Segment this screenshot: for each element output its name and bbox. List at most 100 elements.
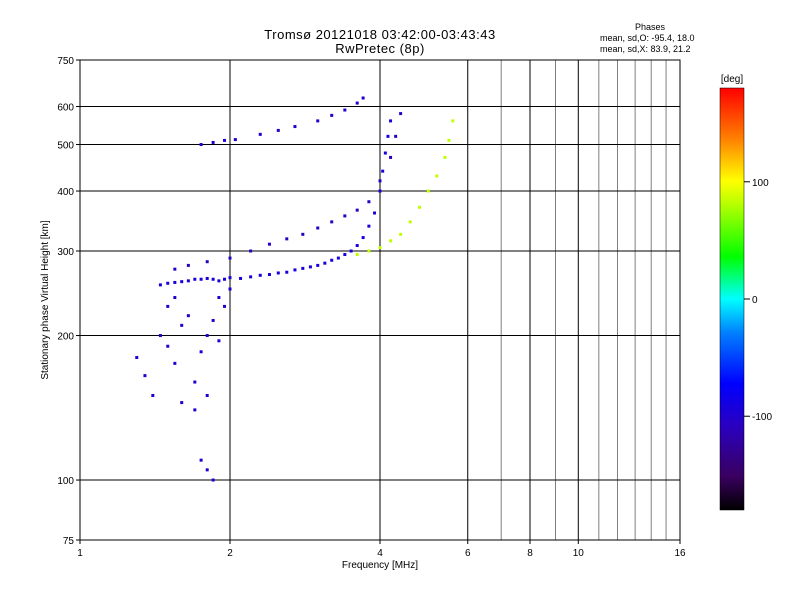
y-tick-label: 75 <box>63 536 75 547</box>
echo-point <box>383 151 387 155</box>
echo-point <box>367 249 371 253</box>
echo-point <box>158 334 162 338</box>
echo-point <box>205 468 209 472</box>
x-tick-label: 6 <box>465 548 471 559</box>
x-tick-label: 8 <box>527 548 533 559</box>
echo-point <box>173 361 177 365</box>
echo-point <box>443 155 447 159</box>
echo-point <box>211 140 215 144</box>
echo-point <box>205 260 209 264</box>
colorbar-tick-label: -100 <box>752 412 772 423</box>
echo-point <box>336 256 340 260</box>
chart-title: Tromsø 20121018 03:42:00-03:43:43 <box>264 27 496 42</box>
echo-point <box>143 374 147 378</box>
echo-point <box>285 237 289 241</box>
chart-subtitle: RwPretec (8p) <box>335 41 425 56</box>
echo-point <box>211 277 215 281</box>
echo-point <box>199 143 203 147</box>
colorbar-label: [deg] <box>721 74 743 85</box>
echo-point <box>285 270 289 274</box>
echo-point <box>378 189 382 193</box>
echo-point <box>451 119 455 123</box>
echo-point <box>193 408 197 412</box>
echo-point <box>367 200 371 204</box>
echo-point <box>180 323 184 327</box>
phases-o-stats: mean, sd,O: -95.4, 18.0 <box>600 33 695 43</box>
echo-point <box>381 169 385 173</box>
echo-point <box>399 232 403 236</box>
echo-point <box>186 314 190 318</box>
echo-point <box>205 276 209 280</box>
y-axis-ticks: 75 100 200 300 400 500 600 750 <box>57 56 80 547</box>
phases-legend: Phases mean, sd,O: -95.4, 18.0 mean, sd,… <box>600 22 700 55</box>
echo-point <box>223 138 227 142</box>
echo-point <box>217 279 221 283</box>
echo-point <box>173 267 177 271</box>
echo-point <box>316 263 320 267</box>
echo-point <box>435 174 439 178</box>
echo-point <box>258 132 262 136</box>
echo-point <box>166 344 170 348</box>
y-tick-label: 200 <box>57 332 74 343</box>
echo-point <box>228 276 232 280</box>
colorbar-tick-label: 0 <box>752 295 758 306</box>
echo-point <box>355 101 359 105</box>
echo-point <box>180 280 184 284</box>
echo-point <box>199 277 203 281</box>
echo-point <box>349 249 353 253</box>
y-axis-label: Stationary phase Virtual Height [km] <box>40 220 51 380</box>
echo-point <box>389 155 393 159</box>
echo-point <box>267 273 271 277</box>
echo-points <box>135 96 455 482</box>
echo-point <box>217 296 221 300</box>
echo-point <box>166 304 170 308</box>
phases-heading: Phases <box>634 22 666 32</box>
echo-point <box>199 458 203 462</box>
echo-point <box>361 236 365 240</box>
echo-point <box>378 246 382 250</box>
y-tick-label: 600 <box>57 103 74 114</box>
echo-point <box>343 253 347 257</box>
echo-point <box>389 119 393 123</box>
echo-point <box>330 258 334 262</box>
echo-point <box>276 271 280 275</box>
phases-x-stats: mean, sd,X: 83.9, 21.2 <box>600 44 691 54</box>
echo-point <box>223 304 227 308</box>
y-tick-label: 100 <box>57 476 74 487</box>
y-tick-label: 750 <box>57 56 74 67</box>
echo-point <box>316 226 320 230</box>
echo-point <box>355 208 359 212</box>
x-tick-label: 1 <box>77 548 83 559</box>
echo-point <box>173 280 177 284</box>
echo-point <box>249 275 253 279</box>
echo-point <box>293 268 297 272</box>
echo-point <box>447 138 451 142</box>
echo-point <box>378 179 382 183</box>
echo-point <box>323 261 327 265</box>
echo-point <box>233 138 237 142</box>
echo-point <box>343 108 347 112</box>
y-tick-label: 300 <box>57 247 74 258</box>
echo-point <box>426 189 430 193</box>
echo-point <box>211 478 215 482</box>
echo-point <box>193 380 197 384</box>
echo-point <box>228 287 232 291</box>
echo-point <box>180 401 184 405</box>
echo-point <box>205 394 209 398</box>
echo-point <box>205 334 209 338</box>
echo-point <box>417 205 421 209</box>
echo-point <box>394 134 398 138</box>
echo-point <box>193 277 197 281</box>
echo-point <box>330 113 334 117</box>
echo-point <box>301 266 305 270</box>
echo-point <box>258 273 262 277</box>
colorbar-tick-label: 100 <box>752 178 769 189</box>
echo-point <box>308 265 312 269</box>
grid-lines <box>80 60 680 540</box>
echo-point <box>408 220 412 224</box>
colorbar-ticks: 100 0 -100 <box>744 178 772 423</box>
echo-point <box>355 244 359 248</box>
echo-point <box>267 242 271 246</box>
echo-point <box>399 112 403 116</box>
